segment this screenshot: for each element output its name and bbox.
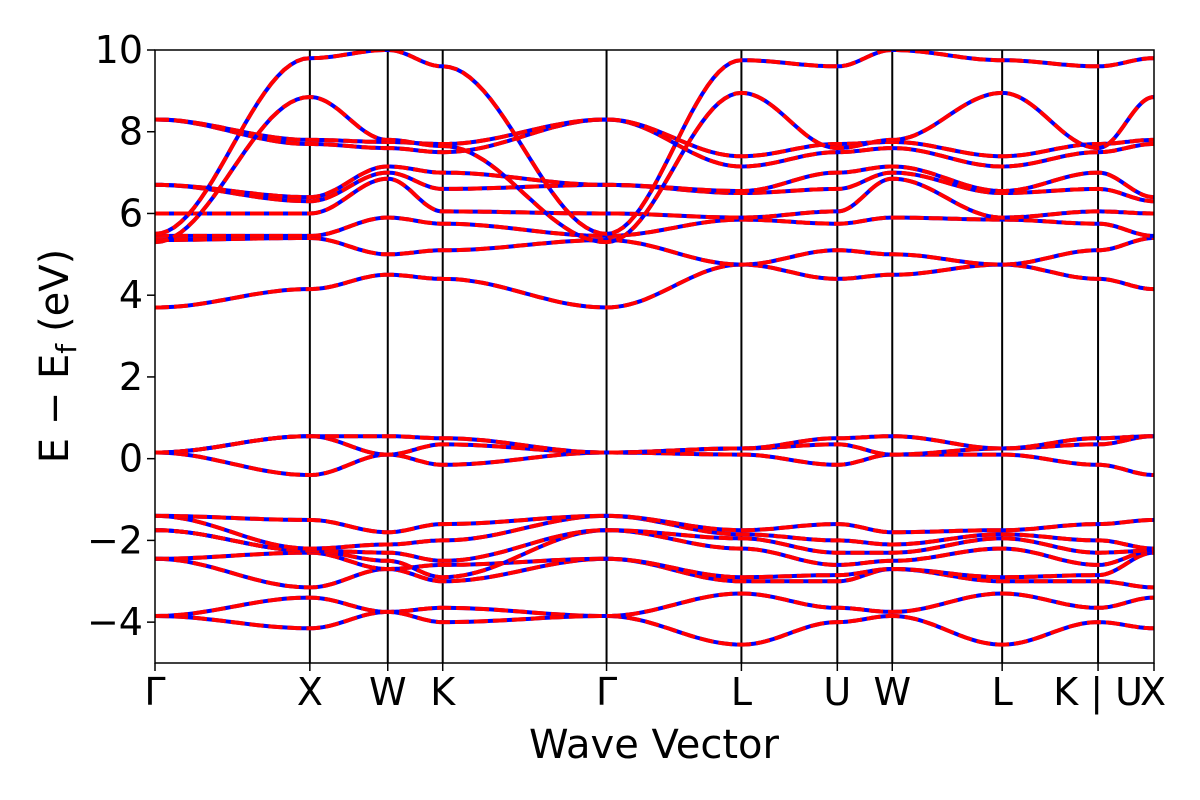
y-tick-label: 10 [95,28,143,72]
x-tick-label: X [297,670,323,714]
y-tick-label: 8 [119,110,143,154]
y-tick-label: 6 [119,191,143,235]
y-tick-label: −4 [87,600,143,644]
band-10-red-line [155,434,1154,455]
x-tick-label: W [369,670,407,714]
band-5-red-line [155,528,1154,563]
band-3-red-line [155,550,1154,580]
band-0-blue-line [155,605,1154,647]
x-tick-label: U [823,670,851,714]
y-tick-label: 2 [119,355,143,399]
x-tick-label: W [873,670,911,714]
x-tick-label: Γ [596,670,617,714]
y-tick-label: 4 [119,273,143,317]
y-axis-ticks: −4 −2 0 2 4 6 8 10 [87,28,155,644]
band-6-red-line [155,513,1154,551]
band-2-red-line [155,556,1154,590]
x-axis-label: Wave Vector [529,722,780,768]
y-axis-label-subscript: f [50,343,83,354]
x-tick-label: K [430,670,456,714]
y-tick-label: 0 [119,437,143,481]
x-tick-label: Γ [144,670,165,714]
plot-frame [154,49,1155,664]
band-11-blue-line [155,262,1154,310]
band-0-red-line [155,605,1154,647]
y-axis-label: E − Ef (eV) [32,249,83,464]
band-16-red-line [155,164,1154,200]
band-18-red-line [155,117,1154,159]
band-11-red-line [155,262,1154,310]
band-12-blue-line [155,236,1154,267]
x-tick-label: K | U [1053,670,1143,715]
band-18-blue-line [155,117,1154,159]
band-lines [155,50,1154,647]
band-8-red-line [155,450,1154,478]
x-tick-label: L [992,670,1013,714]
band-19-red-line [155,90,1154,245]
x-tick-label: X [1140,670,1166,714]
band-15-red-line [155,170,1154,204]
x-tick-label: L [731,670,752,714]
y-tick-label: −2 [87,518,143,562]
y-axis-label-unit: (eV) [32,249,78,332]
band-20-red-line [155,50,1154,236]
band-7-red-line [155,513,1154,535]
y-axis-label-main: E − E [32,354,78,464]
band-17-red-line [155,117,1154,169]
band-14-red-line [155,176,1154,220]
band-12-red-line [155,236,1154,267]
band-1-red-line [155,591,1154,625]
band-4-red-line [155,528,1154,580]
